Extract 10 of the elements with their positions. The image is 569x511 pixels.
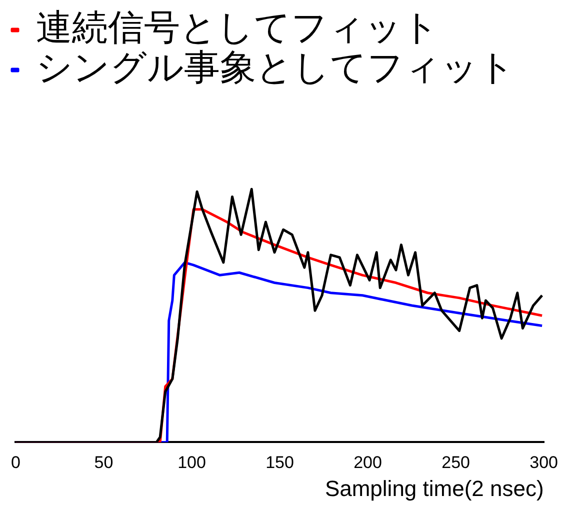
x-axis-title: Sampling time(2 nsec): [324, 476, 544, 501]
legend-label: 連続信号としてフィット: [36, 7, 439, 48]
x-tick-label: 50: [94, 453, 114, 472]
x-tick-label: 150: [266, 453, 294, 472]
x-tick-label: 100: [178, 453, 206, 472]
x-tick-label: 250: [442, 453, 470, 472]
legend-label: シングル事象としてフィット: [36, 47, 515, 88]
x-tick-label: 0: [10, 453, 20, 472]
x-tick-label: 200: [354, 453, 382, 472]
x-tick-label: 300: [530, 453, 558, 472]
